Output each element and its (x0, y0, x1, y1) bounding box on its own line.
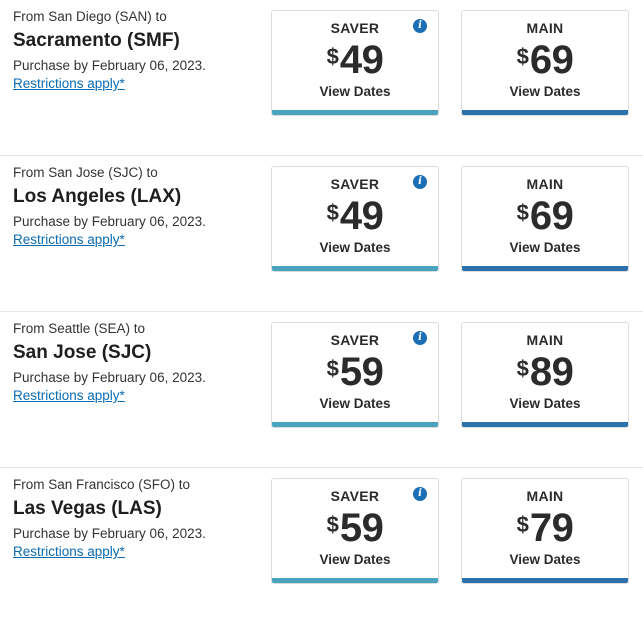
currency-symbol: $ (326, 200, 339, 225)
restrictions-link[interactable]: Restrictions apply* (13, 388, 125, 403)
currency-symbol: $ (516, 356, 529, 381)
price-amount: 49 (339, 38, 384, 82)
purchase-deadline: Purchase by February 06, 2023. (13, 526, 206, 541)
restrictions-link[interactable]: Restrictions apply* (13, 544, 125, 559)
info-icon[interactable]: i (413, 175, 427, 189)
fare-price: $69 (462, 194, 628, 238)
fare-class-label: SAVER (330, 176, 380, 192)
saver-fare-card[interactable]: i SAVER $59 View Dates (271, 478, 439, 584)
fare-row: From San Francisco (SFO) to Las Vegas (L… (0, 468, 643, 624)
fare-price: $59 (272, 350, 438, 394)
fare-price: $79 (462, 506, 628, 550)
origin-text: From San Francisco (SFO) to (13, 477, 191, 492)
fare-price: $59 (272, 506, 438, 550)
currency-symbol: $ (326, 44, 339, 69)
price-amount: 49 (339, 194, 384, 238)
fare-card-accent-bar (462, 266, 628, 271)
fare-class-label: MAIN (526, 176, 564, 192)
view-dates-link[interactable]: View Dates (319, 84, 391, 99)
currency-symbol: $ (326, 512, 339, 537)
destination-title: Sacramento (SMF) (13, 30, 180, 51)
view-dates-link[interactable]: View Dates (509, 552, 581, 567)
fare-card-accent-bar (462, 578, 628, 583)
origin-text: From San Diego (SAN) to (13, 9, 167, 24)
currency-symbol: $ (516, 512, 529, 537)
fare-card-accent-bar (272, 422, 438, 427)
fare-class-label: SAVER (330, 332, 380, 348)
price-amount: 89 (529, 350, 574, 394)
currency-symbol: $ (326, 356, 339, 381)
info-icon[interactable]: i (413, 331, 427, 345)
price-amount: 69 (529, 38, 574, 82)
purchase-deadline: Purchase by February 06, 2023. (13, 58, 206, 73)
restrictions-link[interactable]: Restrictions apply* (13, 232, 125, 247)
fare-price: $69 (462, 38, 628, 82)
price-amount: 59 (339, 350, 384, 394)
fare-price: $49 (272, 194, 438, 238)
route-info: From Seattle (SEA) to San Jose (SJC) Pur… (13, 320, 263, 405)
main-fare-card[interactable]: MAIN $69 View Dates (461, 10, 629, 116)
saver-fare-card[interactable]: i SAVER $49 View Dates (271, 10, 439, 116)
currency-symbol: $ (516, 200, 529, 225)
view-dates-link[interactable]: View Dates (509, 84, 581, 99)
fare-card-accent-bar (462, 110, 628, 115)
fare-price: $89 (462, 350, 628, 394)
fare-row: From San Jose (SJC) to Los Angeles (LAX)… (0, 156, 643, 312)
info-icon[interactable]: i (413, 487, 427, 501)
fare-class-label: MAIN (526, 332, 564, 348)
restrictions-link[interactable]: Restrictions apply* (13, 76, 125, 91)
currency-symbol: $ (516, 44, 529, 69)
route-info: From San Diego (SAN) to Sacramento (SMF)… (13, 8, 263, 93)
price-amount: 59 (339, 506, 384, 550)
fare-class-label: SAVER (330, 488, 380, 504)
origin-text: From Seattle (SEA) to (13, 321, 146, 336)
fare-class-label: MAIN (526, 488, 564, 504)
fare-card-accent-bar (272, 266, 438, 271)
destination-title: Los Angeles (LAX) (13, 186, 182, 207)
view-dates-link[interactable]: View Dates (319, 396, 391, 411)
destination-title: San Jose (SJC) (13, 342, 152, 363)
view-dates-link[interactable]: View Dates (509, 396, 581, 411)
fare-class-label: MAIN (526, 20, 564, 36)
origin-text: From San Jose (SJC) to (13, 165, 158, 180)
purchase-deadline: Purchase by February 06, 2023. (13, 214, 206, 229)
saver-fare-card[interactable]: i SAVER $59 View Dates (271, 322, 439, 428)
price-amount: 79 (529, 506, 574, 550)
main-fare-card[interactable]: MAIN $69 View Dates (461, 166, 629, 272)
fare-row: From Seattle (SEA) to San Jose (SJC) Pur… (0, 312, 643, 468)
saver-fare-card[interactable]: i SAVER $49 View Dates (271, 166, 439, 272)
info-icon[interactable]: i (413, 19, 427, 33)
route-info: From San Jose (SJC) to Los Angeles (LAX)… (13, 164, 263, 249)
fare-class-label: SAVER (330, 20, 380, 36)
fare-card-accent-bar (462, 422, 628, 427)
view-dates-link[interactable]: View Dates (509, 240, 581, 255)
view-dates-link[interactable]: View Dates (319, 552, 391, 567)
fare-card-accent-bar (272, 578, 438, 583)
main-fare-card[interactable]: MAIN $79 View Dates (461, 478, 629, 584)
main-fare-card[interactable]: MAIN $89 View Dates (461, 322, 629, 428)
fare-card-accent-bar (272, 110, 438, 115)
destination-title: Las Vegas (LAS) (13, 498, 162, 519)
fare-price: $49 (272, 38, 438, 82)
view-dates-link[interactable]: View Dates (319, 240, 391, 255)
fare-row: From San Diego (SAN) to Sacramento (SMF)… (0, 0, 643, 156)
route-info: From San Francisco (SFO) to Las Vegas (L… (13, 476, 263, 561)
price-amount: 69 (529, 194, 574, 238)
purchase-deadline: Purchase by February 06, 2023. (13, 370, 206, 385)
